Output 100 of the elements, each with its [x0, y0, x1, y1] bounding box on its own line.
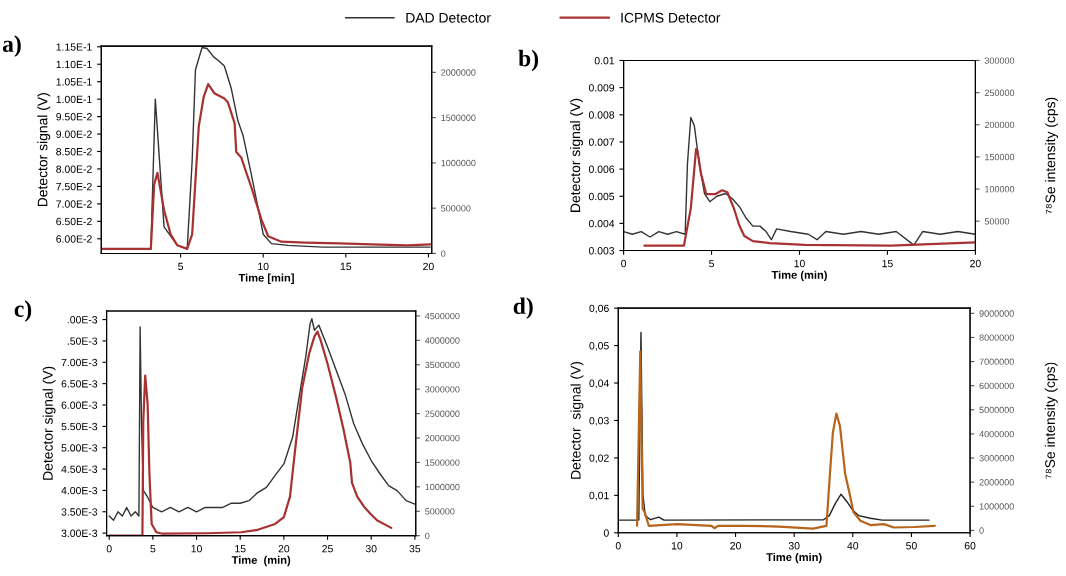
y-axis-title: Detector signal (V)	[570, 98, 583, 212]
y-tick-label: 0.004	[588, 219, 615, 228]
y-tick-label: 0.01	[594, 56, 615, 65]
legend-label: ICPMS Detector	[621, 12, 721, 23]
y2-tick-label: 0	[441, 250, 446, 257]
y-tick-label: .00E-3	[67, 316, 98, 324]
y-tick-label: 6.00E-2	[56, 235, 92, 243]
y-tick-label: 9.50E-2	[56, 113, 92, 121]
x-tick-label: 10	[191, 544, 202, 553]
y-tick-label: 0,04	[589, 379, 609, 389]
x-tick-label: 60	[964, 542, 976, 550]
x-tick-label: 10	[258, 262, 269, 271]
y2-tick-label: 4500000	[424, 312, 460, 320]
x-tick-label: 35	[409, 544, 421, 553]
y-tick-label: 7.00E-3	[61, 358, 98, 367]
y2-tick-label: 3500000	[425, 361, 460, 369]
y-tick-label: 5.00E-3	[61, 444, 98, 452]
x-tick-label: 20	[730, 542, 741, 550]
y-tick-label: 8.50E-2	[56, 148, 92, 156]
y-tick-label: 7.50E-2	[56, 182, 92, 191]
y-tick-label: 6.50E-2	[56, 217, 92, 226]
y-tick-label: 0.003	[588, 247, 615, 255]
x-tick-label: 20	[278, 544, 290, 553]
y2-tick-label: 1500000	[441, 114, 476, 121]
x-tick-label: 0	[615, 542, 621, 550]
legend-label: DAD Detector	[406, 13, 491, 23]
x-tick-label: 5	[709, 259, 715, 268]
y2-tick-label: 1500000	[425, 459, 460, 466]
y-tick-label: 7.00E-2	[56, 200, 92, 208]
x-tick-label: 50	[906, 542, 917, 550]
y2-tick-label: 2500000	[425, 410, 460, 417]
y-tick-label: 0.005	[588, 192, 615, 201]
y-tick-label: 1.00E-1	[56, 95, 92, 104]
y-tick-label: 3.00E-3	[61, 529, 98, 537]
y-tick-label: 0.007	[588, 138, 615, 146]
x-axis-title: Time [min]	[238, 273, 294, 284]
y2-tick-label: 150000	[985, 153, 1015, 161]
x-tick-label: 15	[882, 259, 893, 268]
y-tick-label: 0.009	[588, 84, 615, 92]
y2-tick-label: 250000	[984, 89, 1015, 96]
x-tick-label: 15	[340, 262, 352, 271]
y-tick-label: 3.50E-3	[61, 508, 98, 516]
x-tick-label: 0	[621, 259, 627, 268]
y-tick-label: 1.05E-1	[56, 78, 92, 86]
y-tick-label: 4.50E-3	[61, 465, 98, 473]
y2-tick-label: 7000000	[979, 358, 1014, 365]
y2-tick-label: 0	[979, 527, 984, 534]
line-series	[623, 116, 976, 246]
line-series	[108, 318, 416, 522]
y2-tick-label: 1000000	[979, 503, 1014, 510]
x-tick-label: 5	[150, 545, 156, 553]
y-tick-label: 0,06	[589, 304, 609, 314]
y-tick-label: .50E-3	[67, 337, 98, 345]
y-tick-label: 0,03	[589, 416, 609, 426]
x-tick-label: 15	[235, 545, 246, 553]
line-series	[643, 148, 976, 247]
chart-title: b)	[518, 49, 539, 72]
x-tick-label: 5	[178, 262, 184, 271]
x-tick-label: 30	[788, 542, 800, 550]
x-axis-title: Time (min)	[231, 555, 291, 567]
line-series	[635, 350, 936, 530]
y-tick-label: 0.008	[588, 111, 615, 119]
y-tick-label: 0,01	[589, 491, 609, 501]
y2-tick-label: 3000000	[425, 386, 460, 393]
y2-tick-label: 5000000	[979, 406, 1014, 414]
x-tick-label: 25	[322, 544, 333, 553]
x-tick-label: 0	[106, 544, 112, 553]
x-tick-label: 40	[847, 542, 859, 550]
y2-tick-label: 100000	[985, 186, 1015, 193]
y2-axis-title: ⁷⁸Se intensity (cps)	[1044, 362, 1058, 479]
y-axis-title: Detector signal (V)	[570, 361, 584, 479]
y-tick-label: 4.00E-3	[61, 486, 98, 495]
y-tick-label: 8.00E-2	[56, 165, 92, 173]
y2-tick-label: 500000	[441, 205, 471, 212]
y2-tick-label: 200000	[984, 121, 1015, 129]
y-tick-label: 0,05	[589, 342, 609, 351]
y2-tick-label: 2000000	[979, 479, 1014, 486]
y2-tick-label: 2000000	[425, 434, 460, 442]
y-tick-label: 1.15E-1	[56, 43, 92, 51]
y2-tick-label: 2000000	[441, 69, 476, 76]
chart-title: d)	[513, 297, 533, 319]
chart-title: c)	[14, 300, 32, 322]
x-tick-label: 10	[794, 259, 805, 268]
y2-tick-label: 3000000	[979, 455, 1014, 462]
y2-tick-label: 1000000	[441, 159, 476, 167]
y-tick-label: 0,02	[589, 454, 609, 464]
y2-tick-label: 4000000	[979, 430, 1014, 438]
y-axis-title: Detector signal (V)	[42, 366, 56, 480]
y2-tick-label: 9000000	[979, 310, 1014, 317]
y2-tick-label: 8000000	[979, 334, 1014, 341]
y-tick-label: 6.00E-3	[61, 401, 98, 409]
y2-tick-label: 1000000	[425, 483, 460, 491]
y-tick-label: 5.50E-3	[61, 422, 98, 431]
x-axis-title: Time (min)	[771, 270, 827, 282]
x-tick-label: 20	[423, 262, 434, 271]
x-tick-label: 20	[970, 259, 981, 268]
y-tick-label: 6.50E-3	[61, 380, 98, 388]
y2-tick-label: 50000	[984, 218, 1010, 225]
x-tick-label: 30	[365, 544, 377, 553]
chart-title: a)	[2, 35, 21, 57]
